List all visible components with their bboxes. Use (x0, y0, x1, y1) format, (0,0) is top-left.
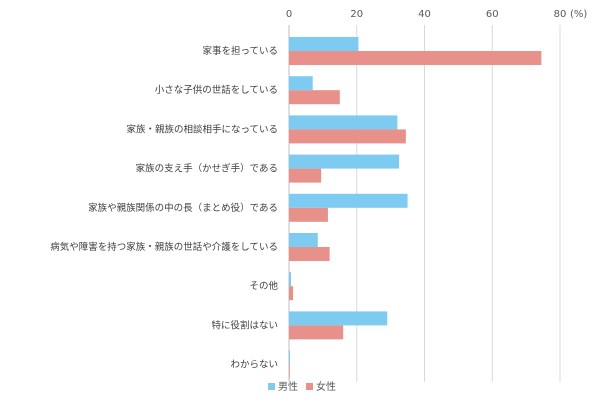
bar-female (289, 247, 330, 261)
x-tick-label: 40 (418, 9, 431, 20)
category-label: わからない (230, 360, 278, 371)
bar-female (289, 51, 542, 65)
legend-label-male: 男性 (278, 380, 298, 393)
legend-swatch-male (268, 383, 275, 390)
category-label: 小さな子供の世話をしている (155, 84, 278, 96)
bar-male (289, 154, 400, 169)
bar-male (289, 37, 359, 51)
bar-female (289, 364, 290, 379)
category-label: 特に役割はない (211, 319, 278, 331)
bar-female (289, 207, 328, 222)
x-tick-label: 60 (486, 9, 499, 20)
bar-male (289, 76, 313, 91)
category-label: 病気や障害を持つ家族・親族の世話や介護をしている (50, 241, 278, 253)
x-tick-label: 80 (554, 9, 567, 20)
x-tick-label: 20 (350, 9, 363, 20)
category-label: 家族や親族関係の中の長（まとめ役）である (88, 202, 278, 214)
bar-male (289, 311, 388, 326)
legend-swatch-female (306, 383, 313, 390)
bar-male (289, 115, 398, 130)
bar-male (289, 272, 292, 287)
bar-female (289, 286, 294, 301)
category-label: 家族の支え手（かせぎ手）である (136, 163, 278, 175)
bar-female (289, 168, 322, 183)
category-label: その他 (249, 280, 278, 292)
bar-female (289, 129, 406, 144)
bar-female (289, 325, 344, 340)
bar-male (289, 193, 408, 208)
x-unit-label: (%) (570, 9, 587, 20)
bar-male (289, 233, 318, 247)
bar-female (289, 90, 340, 105)
bar-male (289, 350, 291, 365)
category-label: 家族・親族の相談相手になっている (126, 123, 278, 135)
category-label: 家事を担っている (202, 45, 278, 57)
x-tick-label: 0 (286, 9, 292, 20)
legend-label-female: 女性 (316, 380, 336, 393)
